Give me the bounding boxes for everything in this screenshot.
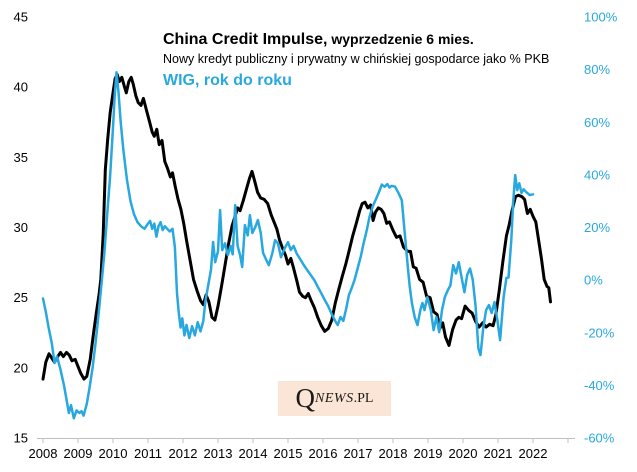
credit-impulse-line	[41, 73, 552, 381]
x-axis-tick-label: 2010	[99, 446, 128, 461]
right-axis-tick-label: 0%	[584, 273, 603, 288]
left-axis-tick-label: 30	[14, 220, 28, 235]
wig-line	[41, 71, 535, 420]
x-axis-tick-label: 2019	[414, 446, 443, 461]
x-axis-tick-label: 2008	[29, 446, 58, 461]
right-axis-tick-label: -20%	[584, 325, 615, 340]
right-axis-tick-label: 60%	[584, 115, 610, 130]
right-axis-tick-label: -40%	[584, 378, 615, 393]
right-axis-tick-label: 20%	[584, 220, 610, 235]
qnews-watermark: Q NEWS .PL	[278, 381, 391, 416]
watermark-pl: .PL	[353, 390, 374, 406]
x-axis-tick-label: 2014	[239, 446, 268, 461]
left-axis-tick-label: 20	[14, 360, 28, 375]
x-axis-tick-label: 2022	[519, 446, 548, 461]
chart-title-block: China Credit Impulse, wyprzedzenie 6 mie…	[163, 30, 549, 91]
right-axis-tick-label: 100%	[584, 10, 618, 25]
x-axis-tick-label: 2009	[64, 446, 93, 461]
x-axis-tick-label: 2021	[484, 446, 513, 461]
x-axis-tick-label: 2020	[449, 446, 478, 461]
x-axis-tick-label: 2016	[309, 446, 338, 461]
left-axis-tick-label: 35	[14, 150, 28, 165]
x-axis-tick-label: 2012	[169, 446, 198, 461]
chart-title-main: China Credit Impulse,	[163, 31, 328, 48]
watermark-q: Q	[295, 383, 316, 413]
x-axis-tick-label: 2018	[379, 446, 408, 461]
x-axis-tick-label: 2017	[344, 446, 373, 461]
watermark-news: NEWS	[315, 390, 354, 406]
chart-subtitle: Nowy kredyt publiczny i prywatny w chińs…	[163, 52, 550, 66]
wig-series-label: WIG, rok do roku	[163, 71, 292, 89]
chart-title-suffix: wyprzedzenie 6 mies.	[327, 31, 474, 47]
right-axis-tick-label: 40%	[584, 167, 610, 182]
x-axis-tick-label: 2011	[134, 446, 162, 461]
right-axis-tick-label: -60%	[584, 431, 615, 446]
x-axis-tick-label: 2013	[204, 446, 233, 461]
chart-title: China Credit Impulse, wyprzedzenie 6 mie…	[163, 30, 549, 50]
left-axis-tick-label: 15	[14, 431, 28, 446]
left-axis-tick-label: 45	[14, 10, 28, 25]
x-axis-tick-label: 2015	[274, 446, 303, 461]
right-axis-tick-label: 80%	[584, 62, 610, 77]
left-axis-tick-label: 40	[14, 80, 28, 95]
left-axis-tick-label: 25	[14, 290, 28, 305]
